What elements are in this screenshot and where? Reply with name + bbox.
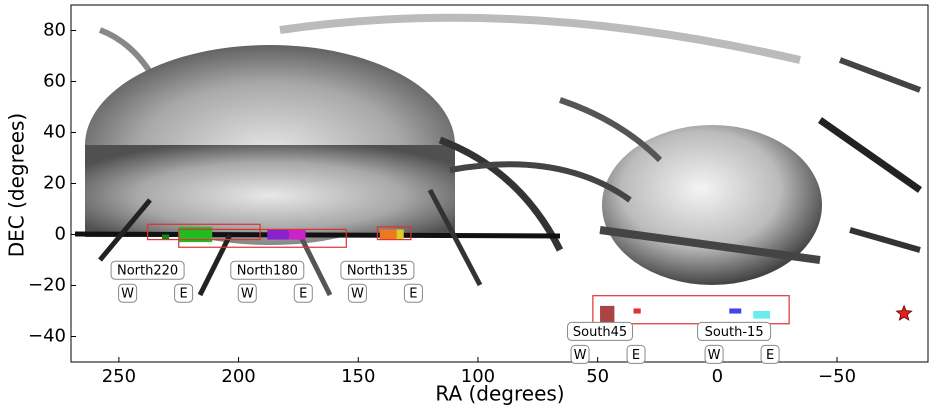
y-tick-label: −40 bbox=[28, 326, 66, 347]
east-label: E bbox=[632, 348, 640, 363]
y-tick-label: 0 bbox=[55, 224, 66, 245]
field-label: North135 bbox=[347, 264, 408, 279]
field-patch bbox=[380, 229, 397, 239]
field-patch bbox=[162, 235, 169, 240]
field-label: North220 bbox=[117, 264, 178, 279]
y-axis-label: DEC (degrees) bbox=[5, 113, 29, 257]
west-label: W bbox=[708, 348, 721, 363]
x-axis-label: RA (degrees) bbox=[435, 382, 564, 406]
west-label: W bbox=[241, 287, 254, 302]
east-label: E bbox=[179, 287, 187, 302]
x-tick-label: −50 bbox=[818, 366, 856, 387]
field-patch bbox=[600, 306, 614, 324]
field-box bbox=[593, 296, 789, 324]
y-tick-label: 40 bbox=[43, 122, 66, 143]
west-label: W bbox=[574, 348, 587, 363]
west-label: W bbox=[121, 287, 134, 302]
east-label: E bbox=[409, 287, 417, 302]
field-label: South45 bbox=[573, 325, 627, 340]
field-patch bbox=[753, 311, 770, 319]
field-label: South-15 bbox=[705, 325, 764, 340]
y-tick-label: −20 bbox=[28, 275, 66, 296]
field-patch bbox=[267, 229, 289, 239]
west-label: W bbox=[351, 287, 364, 302]
field-patch bbox=[397, 229, 404, 239]
x-tick-label: 100 bbox=[461, 366, 495, 387]
coverage-map bbox=[75, 18, 920, 295]
east-label: E bbox=[766, 348, 774, 363]
field-patch bbox=[729, 308, 741, 313]
y-tick-label: 80 bbox=[43, 20, 66, 41]
east-label: E bbox=[299, 287, 307, 302]
y-tick-label: 20 bbox=[43, 173, 66, 194]
x-tick-label: 250 bbox=[102, 366, 136, 387]
field-patch bbox=[289, 229, 306, 239]
star-marker bbox=[897, 306, 912, 320]
x-tick-label: 200 bbox=[221, 366, 255, 387]
y-tick-label: 60 bbox=[43, 71, 66, 92]
x-tick-label: 150 bbox=[341, 366, 375, 387]
x-tick-label: 50 bbox=[586, 366, 609, 387]
chart: RA (degrees) DEC (degrees) 2502001501005… bbox=[0, 0, 930, 407]
field-label: North180 bbox=[237, 264, 298, 279]
field-patch bbox=[634, 308, 641, 313]
x-tick-label: 0 bbox=[712, 366, 723, 387]
